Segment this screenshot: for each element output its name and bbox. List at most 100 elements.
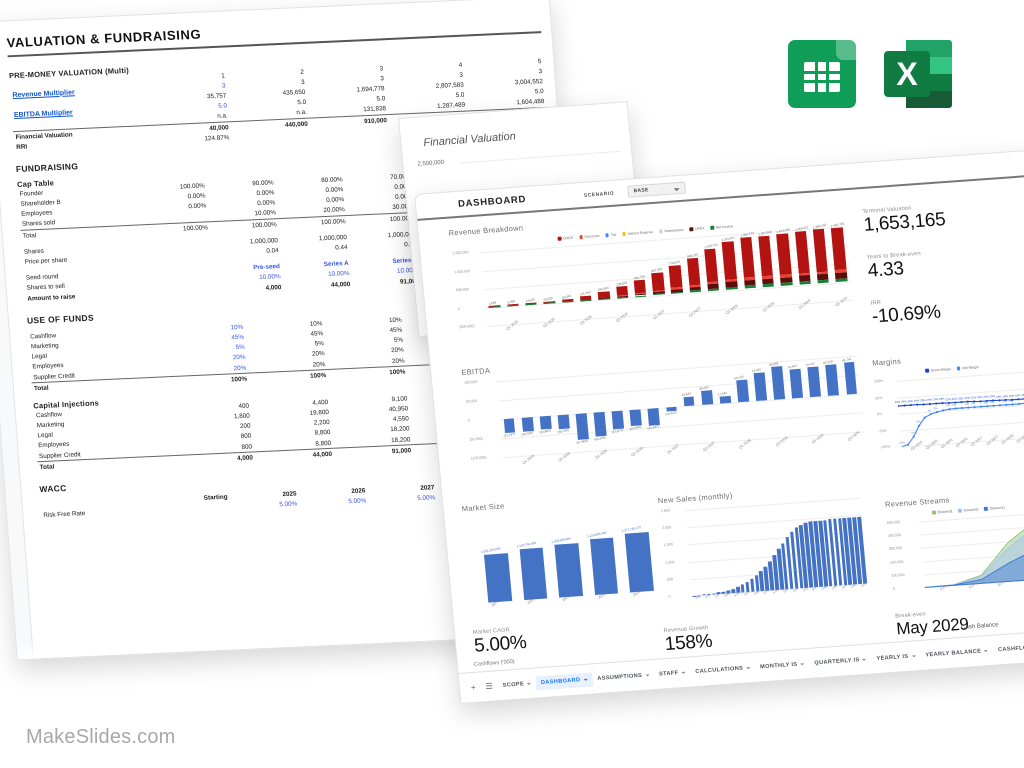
y-tick: -100% [879, 444, 891, 450]
margins-point [935, 402, 938, 405]
y-tick: 2,000 [662, 525, 672, 531]
cell[interactable]: 100% [230, 375, 248, 384]
chevron-down-icon[interactable] [911, 654, 916, 658]
chevron-down-icon[interactable] [862, 658, 867, 661]
sheet-tab-bar[interactable]: + ☰ SCOPE DASHBOARD ASSUMPTIONS STAFF CALCUL… [458, 628, 1024, 703]
market-cagr-kpi: Market CAGR 5.00% [473, 626, 528, 658]
chevron-down-icon[interactable] [645, 673, 650, 677]
bar [593, 411, 607, 438]
legend-swatch [689, 227, 694, 232]
cell[interactable]: 5.00% [279, 500, 298, 509]
margins-point [947, 401, 950, 405]
legend-item[interactable]: Depreciation [658, 227, 684, 234]
legend-item[interactable]: Net Income [710, 224, 733, 230]
cell[interactable]: 4,000 [265, 283, 282, 292]
sheet-tab-dashboard[interactable]: DASHBOARD [535, 671, 594, 690]
cell[interactable]: 100% [389, 368, 406, 376]
sheet-tab-yearly-balance[interactable]: YEARLY BALANCE [920, 643, 994, 662]
chevron-down-icon[interactable] [800, 662, 805, 665]
sheet-tab-yearly-is[interactable]: YEARLY IS [871, 648, 921, 665]
microsoft-excel-logo[interactable]: X [884, 40, 952, 108]
chevron-down-icon[interactable] [984, 649, 989, 652]
y-tick: 0 [467, 418, 470, 423]
cell[interactable]: 44,000 [330, 280, 351, 289]
margins-point [923, 416, 926, 419]
margins-point [979, 400, 982, 403]
cell[interactable]: 44,000 [312, 450, 333, 459]
bar [554, 542, 583, 598]
legend-item[interactable]: COGS [557, 236, 573, 241]
legend-swatch [605, 233, 610, 238]
legend-item[interactable]: Tax [605, 233, 616, 238]
bar [589, 537, 619, 595]
margins-point [903, 404, 906, 407]
bar [575, 413, 589, 440]
legend-item[interactable]: Discounts [578, 234, 600, 240]
sheet-tab-assumptions[interactable]: ASSUMPTIONS [592, 667, 655, 685]
margins-point [948, 408, 951, 411]
y-tick: 0 [668, 594, 671, 599]
cell[interactable]: 124.87% [204, 134, 230, 143]
cell[interactable]: 91,000 [399, 277, 420, 286]
sheet-tab-label: CASHFLOW [997, 644, 1024, 653]
y-tick: 100,000 [891, 572, 905, 578]
y-tick: 100% [873, 378, 884, 384]
scenario-dropdown[interactable]: BASE [627, 181, 687, 198]
legend-label: COGS [562, 235, 574, 241]
margins-point [967, 406, 970, 409]
scenario-value: BASE [633, 187, 649, 195]
cell[interactable]: 100% [309, 371, 327, 380]
margins-point [897, 404, 900, 408]
x-tick: 1/28 [821, 585, 828, 592]
sheet-tab-cashflow[interactable]: CASHFLOW [993, 639, 1024, 657]
margins-point [973, 405, 976, 409]
excel-tile [884, 51, 930, 97]
x-tick: 1/29 [782, 588, 789, 595]
chevron-down-icon[interactable] [746, 666, 751, 669]
cell[interactable]: 5.00% [417, 494, 436, 503]
years-to-breakeven-kpi: Years to Break-even 4.33 [866, 251, 923, 283]
dashboard-card[interactable]: DASHBOARD SCENARIO BASE Revenue Breakdow… [414, 149, 1024, 704]
terminal-valuation-kpi: Terminal Valuation 1,653,165 [862, 203, 946, 237]
chevron-down-icon[interactable] [526, 682, 532, 685]
sheet-tab-label: YEARLY BALANCE [925, 648, 982, 659]
y-tick: 0 [892, 586, 895, 591]
x-tick: 1/28 [772, 589, 779, 595]
cell[interactable]: 4,000 [236, 454, 254, 462]
sheet-tab-calculations[interactable]: CALCULATIONS [690, 660, 756, 679]
google-sheets-logo[interactable] [788, 40, 856, 108]
sheet-tab-monthly-is[interactable]: MONTHLY IS [755, 656, 811, 674]
margins-point [1011, 403, 1014, 406]
legend-item[interactable]: Interest Expense [622, 230, 653, 236]
bar-segment-cogs [686, 257, 701, 286]
all-sheets-icon[interactable]: ☰ [485, 681, 494, 692]
bar [633, 279, 647, 297]
legend-swatch [710, 225, 715, 230]
sheet-tab-staff[interactable]: STAFF [653, 665, 691, 682]
bar [521, 417, 534, 432]
add-sheet-icon[interactable]: + [470, 682, 477, 693]
legend-label: Depreciation [664, 227, 684, 234]
cell[interactable]: 5.00% [348, 497, 367, 506]
x-tick: 1/26 [704, 594, 711, 600]
bar-segment-cogs [669, 264, 683, 288]
sheet-tab-label: YEARLY IS [876, 653, 909, 662]
x-tick: 1/25 [694, 594, 701, 601]
years-to-breakeven-value: 4.33 [866, 258, 905, 282]
margins-point [929, 413, 932, 416]
app-logos: X [788, 40, 952, 108]
cell[interactable]: 91,000 [391, 447, 412, 455]
y-tick: 2,500,000 [417, 159, 445, 168]
sheet-tab-quarterly-is[interactable]: QUARTERLY IS [809, 652, 872, 670]
legend-item[interactable]: OPEX [689, 226, 705, 232]
bar [615, 286, 629, 299]
sheet-tabs[interactable]: SCOPE DASHBOARD ASSUMPTIONS STAFF CALCULATIO… [497, 636, 1024, 693]
y-tick: 100,000 [464, 379, 478, 385]
x-tick: 1/29 [733, 592, 740, 598]
chevron-down-icon[interactable] [583, 678, 588, 681]
chevron-down-icon[interactable] [681, 671, 686, 674]
sheet-tab-label: STAFF [658, 669, 679, 678]
market-size-title: Market Size [461, 501, 505, 514]
sheet-tab-scope[interactable]: SCOPE [497, 676, 537, 693]
y-tick: 1,500 [663, 542, 674, 548]
